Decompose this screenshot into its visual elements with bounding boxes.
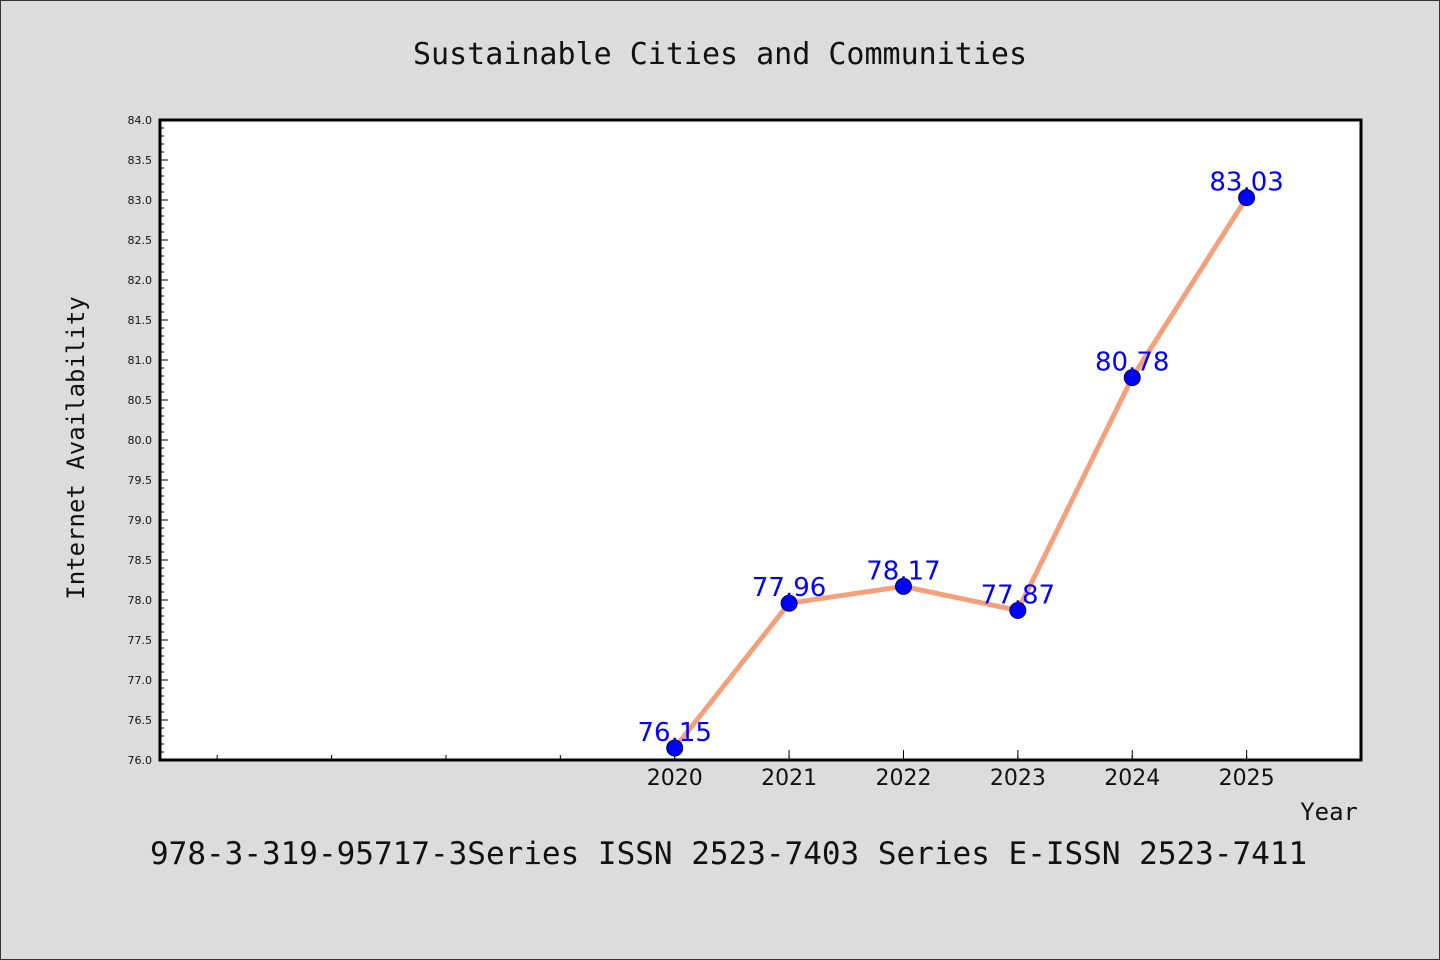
data-labels-group: 76.15 77.96 78.17 77.87 80.78 83.03 bbox=[637, 168, 1283, 748]
x-tick-label: 2024 bbox=[1104, 766, 1160, 791]
y-tick-label: 81.0 bbox=[128, 354, 153, 367]
series-group bbox=[666, 189, 1256, 757]
x-tick-label: 2021 bbox=[761, 766, 817, 791]
y-tick-label: 78.5 bbox=[128, 554, 153, 567]
y-tick-label: 80.0 bbox=[128, 434, 153, 447]
x-axis: 2020 2021 2022 2023 2024 2025 bbox=[216, 750, 1362, 791]
y-axis: 76.0 76.5 77.0 77.5 78.0 78.5 79.0 79.5 80.0 80.5… bbox=[128, 114, 168, 767]
y-tick-label: 78.0 bbox=[128, 594, 153, 607]
y-tick-label: 77.0 bbox=[128, 674, 153, 687]
y-tick-label: 84.0 bbox=[128, 114, 153, 127]
data-point bbox=[1123, 369, 1141, 387]
series-line bbox=[672, 195, 1250, 751]
data-point bbox=[1009, 601, 1027, 619]
data-point bbox=[666, 739, 684, 757]
data-point bbox=[894, 577, 912, 595]
x-tick-label: 2022 bbox=[875, 766, 931, 791]
x-tick-label: 2025 bbox=[1219, 766, 1275, 791]
y-tick-label: 82.5 bbox=[128, 234, 153, 247]
y-axis-label: Internet Availability bbox=[62, 296, 90, 599]
x-tick-label: 2023 bbox=[990, 766, 1046, 791]
y-tick-label: 76.5 bbox=[128, 714, 153, 727]
y-tick-label: 83.5 bbox=[128, 154, 153, 167]
y-tick-label: 76.0 bbox=[128, 754, 153, 767]
footer-isbn-text: 978-3-319-95717-3Series ISSN 2523-7403 S… bbox=[150, 836, 1307, 872]
data-label: 77.87 bbox=[981, 580, 1055, 610]
y-tick-label: 79.0 bbox=[128, 514, 153, 527]
y-tick-label: 80.5 bbox=[128, 394, 153, 407]
y-tick-label: 81.5 bbox=[128, 314, 153, 327]
data-point bbox=[780, 594, 798, 612]
data-label: 76.15 bbox=[637, 718, 711, 748]
y-tick-label: 77.5 bbox=[128, 634, 153, 647]
chart-title: Sustainable Cities and Communities bbox=[413, 37, 1027, 72]
y-tick-label: 79.5 bbox=[128, 474, 153, 487]
y-tick-label: 83.0 bbox=[128, 194, 153, 207]
data-label: 77.96 bbox=[752, 573, 826, 603]
plot-area bbox=[158, 118, 1363, 762]
data-label: 83.03 bbox=[1209, 168, 1283, 198]
y-tick-label: 82.0 bbox=[128, 274, 153, 287]
x-axis-label: Year bbox=[1300, 798, 1358, 826]
x-tick-label: 2020 bbox=[647, 766, 703, 791]
data-label: 80.78 bbox=[1095, 348, 1169, 378]
data-point bbox=[1238, 189, 1256, 207]
data-label: 78.17 bbox=[866, 556, 940, 586]
